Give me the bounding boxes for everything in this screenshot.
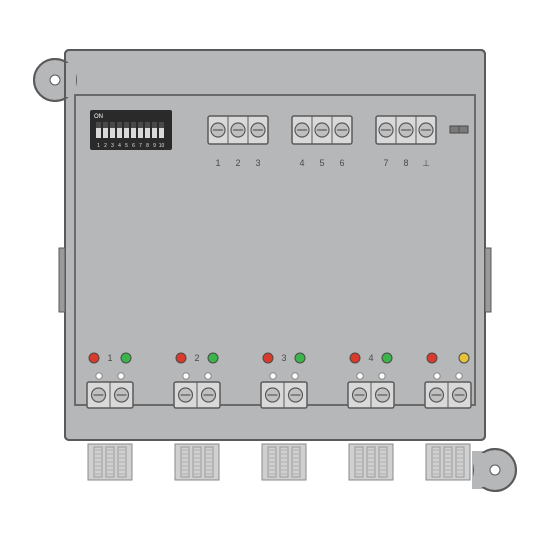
status-led [176,353,186,363]
indicator-hole [434,373,440,379]
svg-text:7: 7 [139,143,142,149]
indicator-hole [183,373,189,379]
mount-hole [490,465,500,475]
svg-text:4: 4 [368,353,373,363]
svg-text:9: 9 [153,143,156,149]
svg-text:1: 1 [215,158,220,168]
svg-text:3: 3 [255,158,260,168]
svg-text:6: 6 [132,143,135,149]
side-tab-right [485,248,491,312]
svg-text:10: 10 [159,143,165,149]
status-led [427,353,437,363]
indicator-hole [292,373,298,379]
svg-text:1: 1 [107,353,112,363]
svg-text:7: 7 [383,158,388,168]
status-led [459,353,469,363]
svg-text:5: 5 [125,143,128,149]
svg-text:ON: ON [94,114,103,120]
indicator-hole [118,373,124,379]
status-led [382,353,392,363]
svg-text:2: 2 [104,143,107,149]
svg-text:3: 3 [111,143,114,149]
status-led [89,353,99,363]
indicator-hole [357,373,363,379]
svg-text:4: 4 [299,158,304,168]
svg-text:2: 2 [235,158,240,168]
svg-text:5: 5 [319,158,324,168]
svg-text:⊥: ⊥ [422,158,430,168]
status-led [350,353,360,363]
svg-text:8: 8 [403,158,408,168]
status-led [263,353,273,363]
indicator-hole [205,373,211,379]
svg-text:2: 2 [194,353,199,363]
status-led [295,353,305,363]
side-tab-left [59,248,65,312]
indicator-hole [270,373,276,379]
svg-text:3: 3 [281,353,286,363]
mount-hole [50,75,60,85]
svg-text:1: 1 [97,143,100,149]
svg-text:6: 6 [339,158,344,168]
svg-text:8: 8 [146,143,149,149]
status-led [121,353,131,363]
indicator-hole [379,373,385,379]
svg-text:4: 4 [118,143,121,149]
status-led [208,353,218,363]
indicator-hole [96,373,102,379]
indicator-hole [456,373,462,379]
